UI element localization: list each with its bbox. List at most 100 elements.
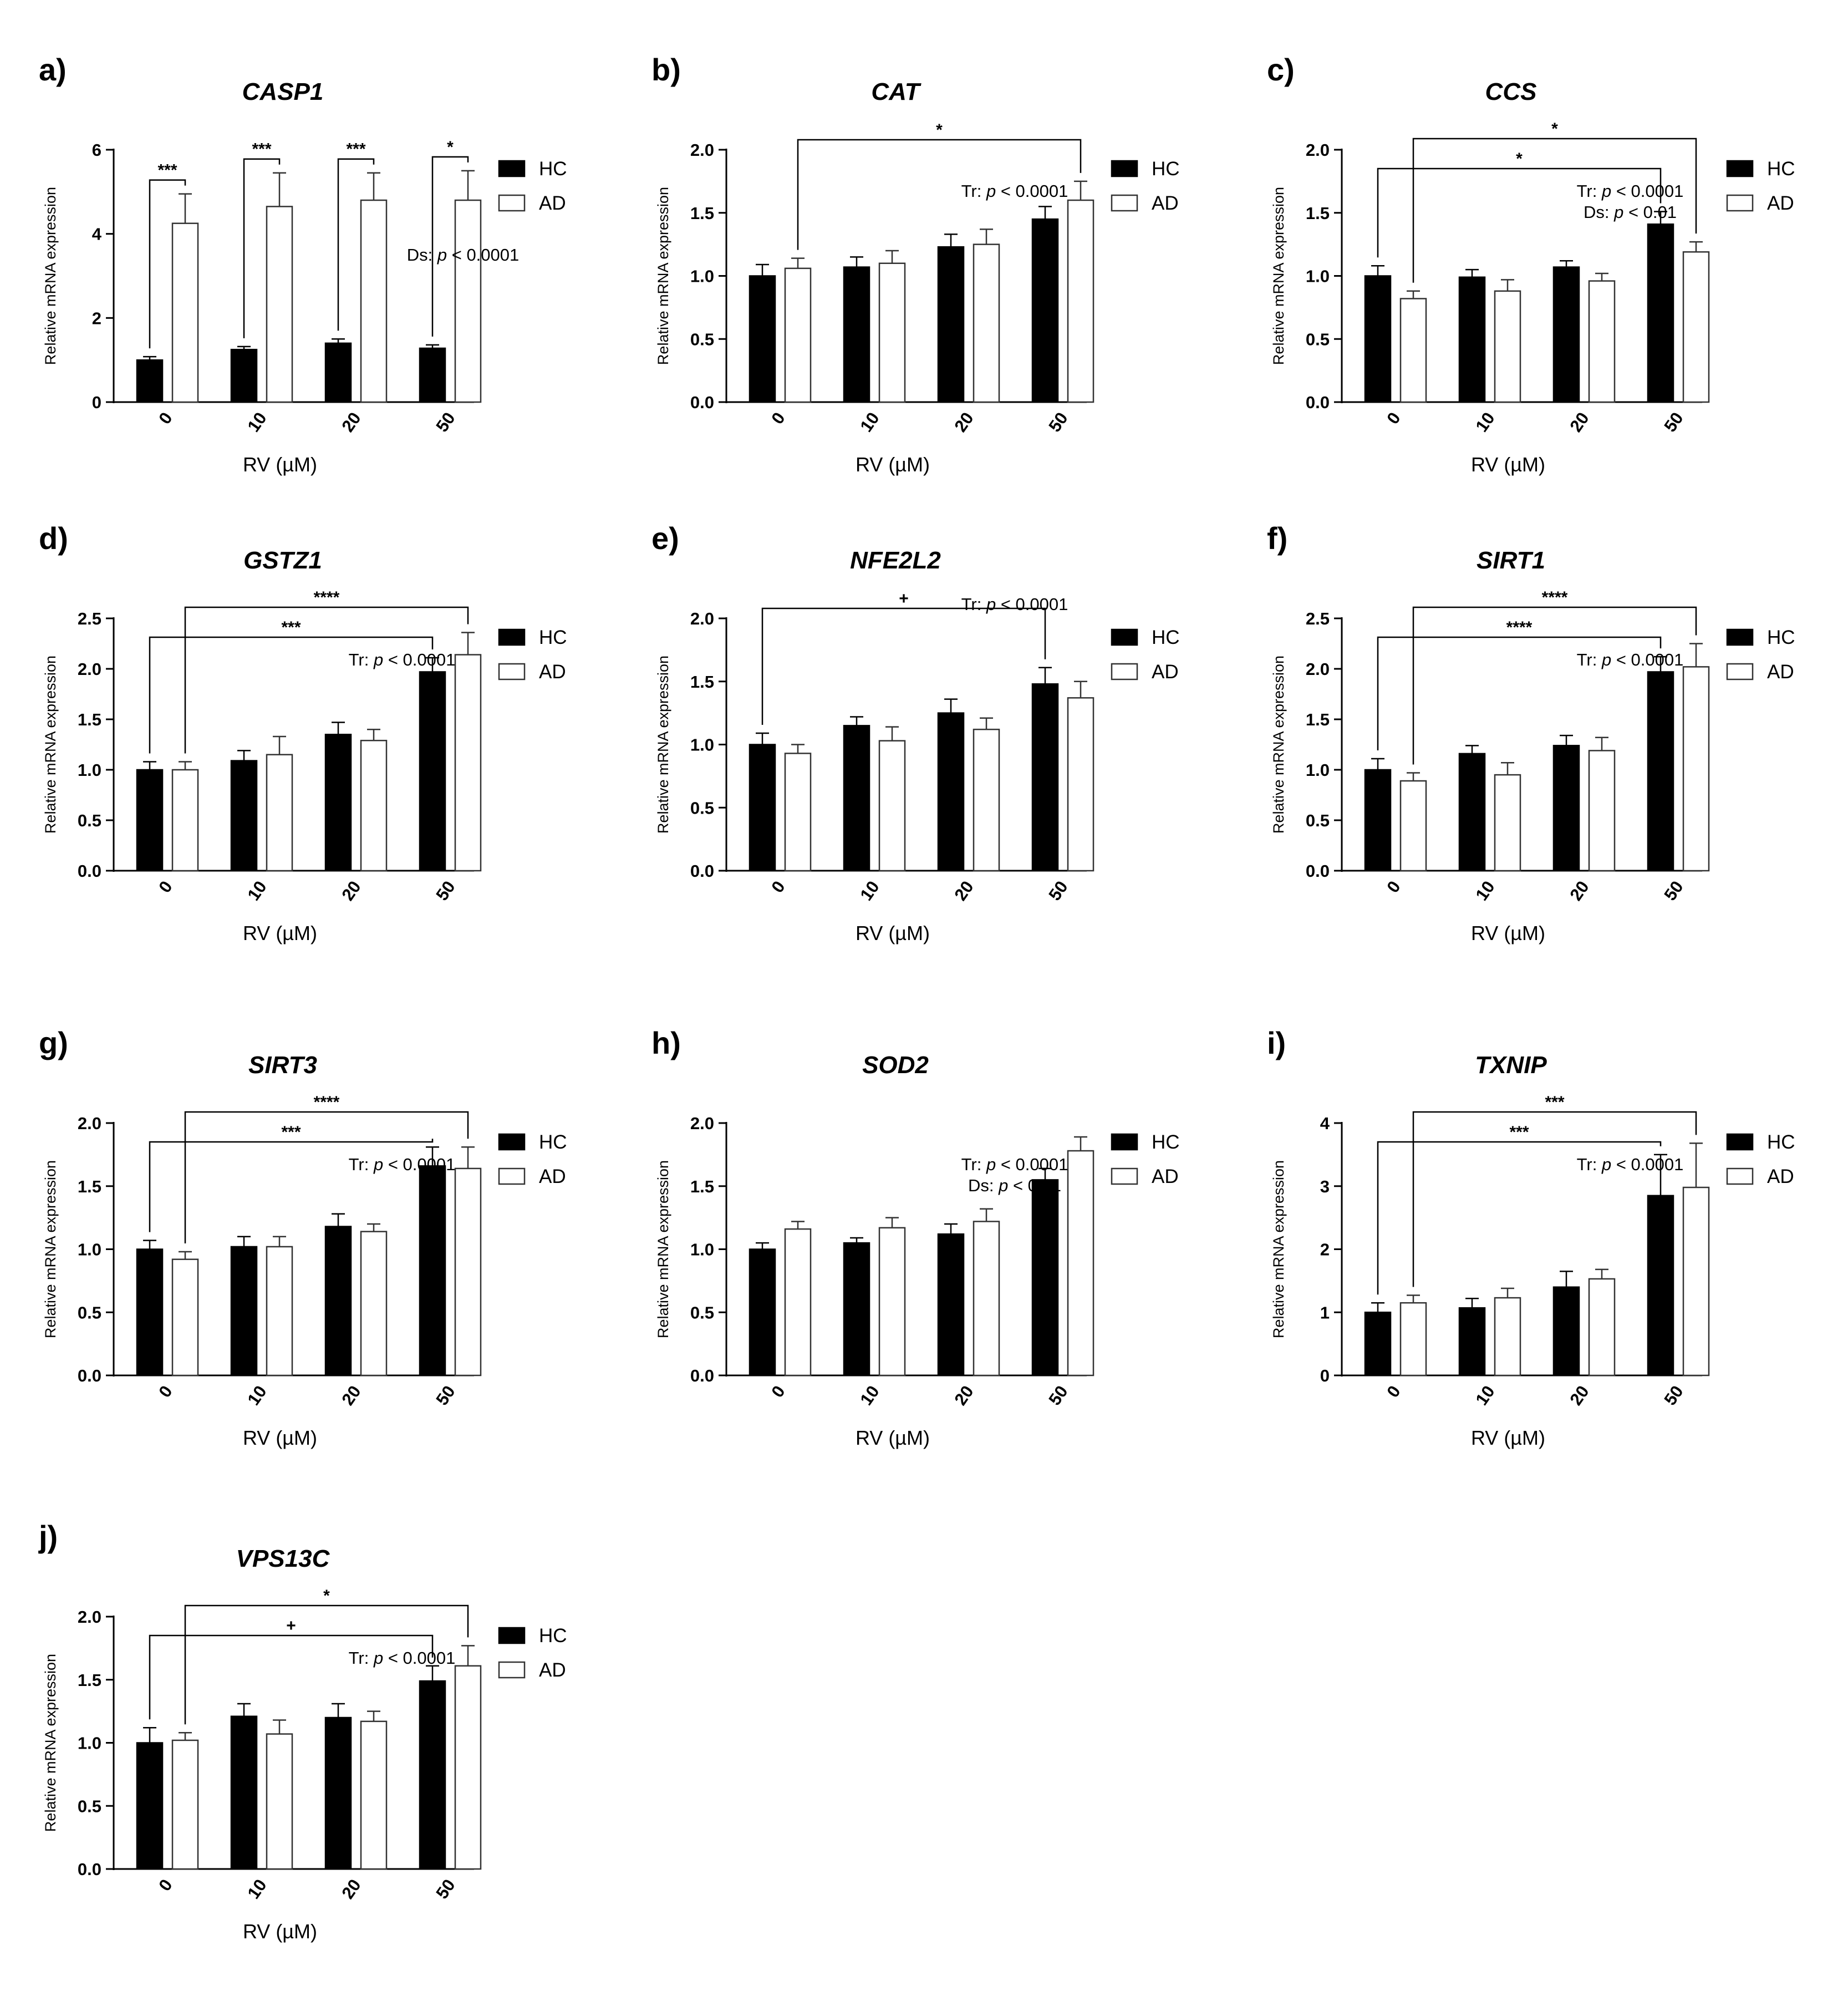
y-tick-label: 2.0 [78, 659, 101, 679]
legend-swatch-ad [1111, 194, 1138, 212]
x-tick-label: 20 [950, 877, 977, 904]
bar-ad-20 [360, 1231, 388, 1377]
chart-title: TXNIP [1475, 1052, 1547, 1079]
significance-label: *** [281, 618, 301, 637]
chart-panel-gstz1: d) GSTZ1 0.0 0.5 1.0 1.5 2.0 2.5 Relative mRNA e… [39, 521, 567, 944]
bar-hc-50 [1647, 1195, 1674, 1377]
y-tick-label: 1.5 [690, 204, 714, 223]
significance-bracket [337, 158, 375, 331]
bar-ad-50 [1682, 666, 1710, 872]
bar-hc-10 [230, 1246, 258, 1377]
y-tick-label: 0 [1320, 1366, 1330, 1385]
y-axis-label: Relative mRNA expression [42, 1160, 59, 1338]
y-axis-label: Relative mRNA expression [42, 187, 59, 365]
x-tick-label: 0 [767, 409, 789, 428]
y-tick-label: 1.0 [78, 1734, 101, 1753]
significance-label: * [936, 121, 943, 139]
x-tick-label: 10 [856, 877, 883, 904]
y-tick-label: 0.5 [1306, 329, 1330, 349]
x-tick-label: 0 [155, 409, 176, 428]
stat-annotation: Ds: p < 0.0001 [407, 245, 520, 265]
legend-swatch-ad [498, 1167, 526, 1185]
chart-title: SIRT3 [248, 1052, 317, 1079]
significance-bracket [1412, 606, 1697, 765]
legend-label-hc: HC [1152, 627, 1180, 648]
y-tick-label: 2 [1320, 1240, 1330, 1259]
bar-ad-20 [973, 728, 1000, 872]
legend-swatch-hc [1111, 160, 1138, 177]
bar-hc-10 [230, 1715, 258, 1870]
x-axis-label: RV (µM) [1471, 922, 1545, 944]
y-tick-label: 1.0 [690, 267, 714, 286]
chart-panel-sirt1: f) SIRT1 0.0 0.5 1.0 1.5 2.0 2.5 Relative mRNA e… [1267, 521, 1795, 944]
y-tick-label: 1 [1320, 1303, 1330, 1322]
stat-annotation: Ds: p < 0.01 [1584, 202, 1677, 222]
y-tick-label: 0.0 [78, 1366, 101, 1385]
bar-hc-10 [843, 1242, 870, 1377]
chart-panel-vps13c: j) VPS13C 0.0 0.5 1.0 1.5 2.0 Relative mRNA exp… [38, 1519, 567, 1943]
bar-hc-50 [1647, 671, 1674, 872]
y-tick-label: 0.5 [690, 798, 714, 817]
y-axis-label: Relative mRNA expression [42, 1654, 59, 1832]
chart-title: CCS [1485, 78, 1537, 105]
bar-hc-50 [419, 1680, 446, 1870]
bar-hc-0 [1364, 769, 1392, 872]
x-tick-label: 10 [1472, 1382, 1498, 1409]
bar-hc-0 [136, 359, 164, 403]
legend-swatch-hc [1726, 160, 1754, 177]
bar-ad-50 [1067, 1150, 1094, 1377]
y-tick-label: 1.5 [690, 672, 714, 692]
legend-swatch-hc [498, 160, 526, 177]
bar-hc-20 [937, 1233, 965, 1377]
legend-label-ad: AD [1767, 1166, 1794, 1187]
y-axis-label: Relative mRNA expression [655, 187, 671, 365]
bar-ad-0 [784, 753, 812, 872]
significance-bracket [1377, 167, 1662, 258]
y-tick-label: 4 [1320, 1114, 1330, 1133]
x-tick-label: 50 [1045, 1382, 1071, 1409]
x-tick-label: 50 [432, 1876, 459, 1902]
legend-swatch-ad [498, 663, 526, 680]
chart-title: NFE2L2 [850, 547, 941, 574]
y-tick-label: 0 [92, 393, 101, 412]
y-tick-label: 1.0 [690, 1240, 714, 1259]
bar-hc-20 [937, 712, 965, 872]
significance-bracket [243, 158, 281, 338]
legend-swatch-hc [498, 628, 526, 646]
legend-label-hc: HC [1767, 627, 1795, 648]
x-tick-label: 50 [432, 877, 459, 904]
bar-ad-10 [878, 740, 906, 872]
legend-label-ad: AD [539, 1659, 566, 1681]
y-tick-label: 0.0 [1306, 393, 1330, 412]
bar-hc-50 [419, 1165, 446, 1377]
y-tick-label: 0.5 [78, 811, 101, 830]
bar-hc-20 [324, 1226, 352, 1377]
bar-ad-10 [1494, 290, 1521, 403]
legend-label-hc: HC [539, 158, 567, 180]
y-tick-label: 0.0 [78, 1860, 101, 1879]
legend-swatch-hc [1726, 1133, 1754, 1151]
panel-label: f) [1267, 521, 1287, 556]
y-tick-label: 1.5 [690, 1177, 714, 1196]
panel-label: c) [1267, 52, 1295, 87]
y-tick-label: 0.0 [1306, 861, 1330, 881]
bar-hc-50 [1031, 218, 1059, 403]
bar-ad-20 [1588, 1278, 1616, 1377]
significance-label: **** [314, 1093, 340, 1111]
significance-label: * [323, 1587, 330, 1605]
bar-ad-20 [360, 739, 388, 872]
legend-swatch-hc [498, 1627, 526, 1644]
y-axis-label: Relative mRNA expression [1270, 187, 1287, 365]
legend-swatch-ad [498, 194, 526, 212]
bar-hc-50 [419, 671, 446, 872]
legend-swatch-ad [498, 1661, 526, 1679]
bar-hc-20 [324, 734, 352, 872]
legend-swatch-ad [1726, 663, 1754, 680]
panel-label: d) [39, 521, 68, 556]
significance-bracket [184, 606, 469, 754]
significance-label: * [1516, 150, 1523, 168]
bar-hc-10 [843, 266, 870, 403]
y-tick-label: 1.0 [1306, 267, 1330, 286]
significance-bracket [149, 1139, 434, 1232]
x-tick-label: 50 [432, 1382, 459, 1409]
